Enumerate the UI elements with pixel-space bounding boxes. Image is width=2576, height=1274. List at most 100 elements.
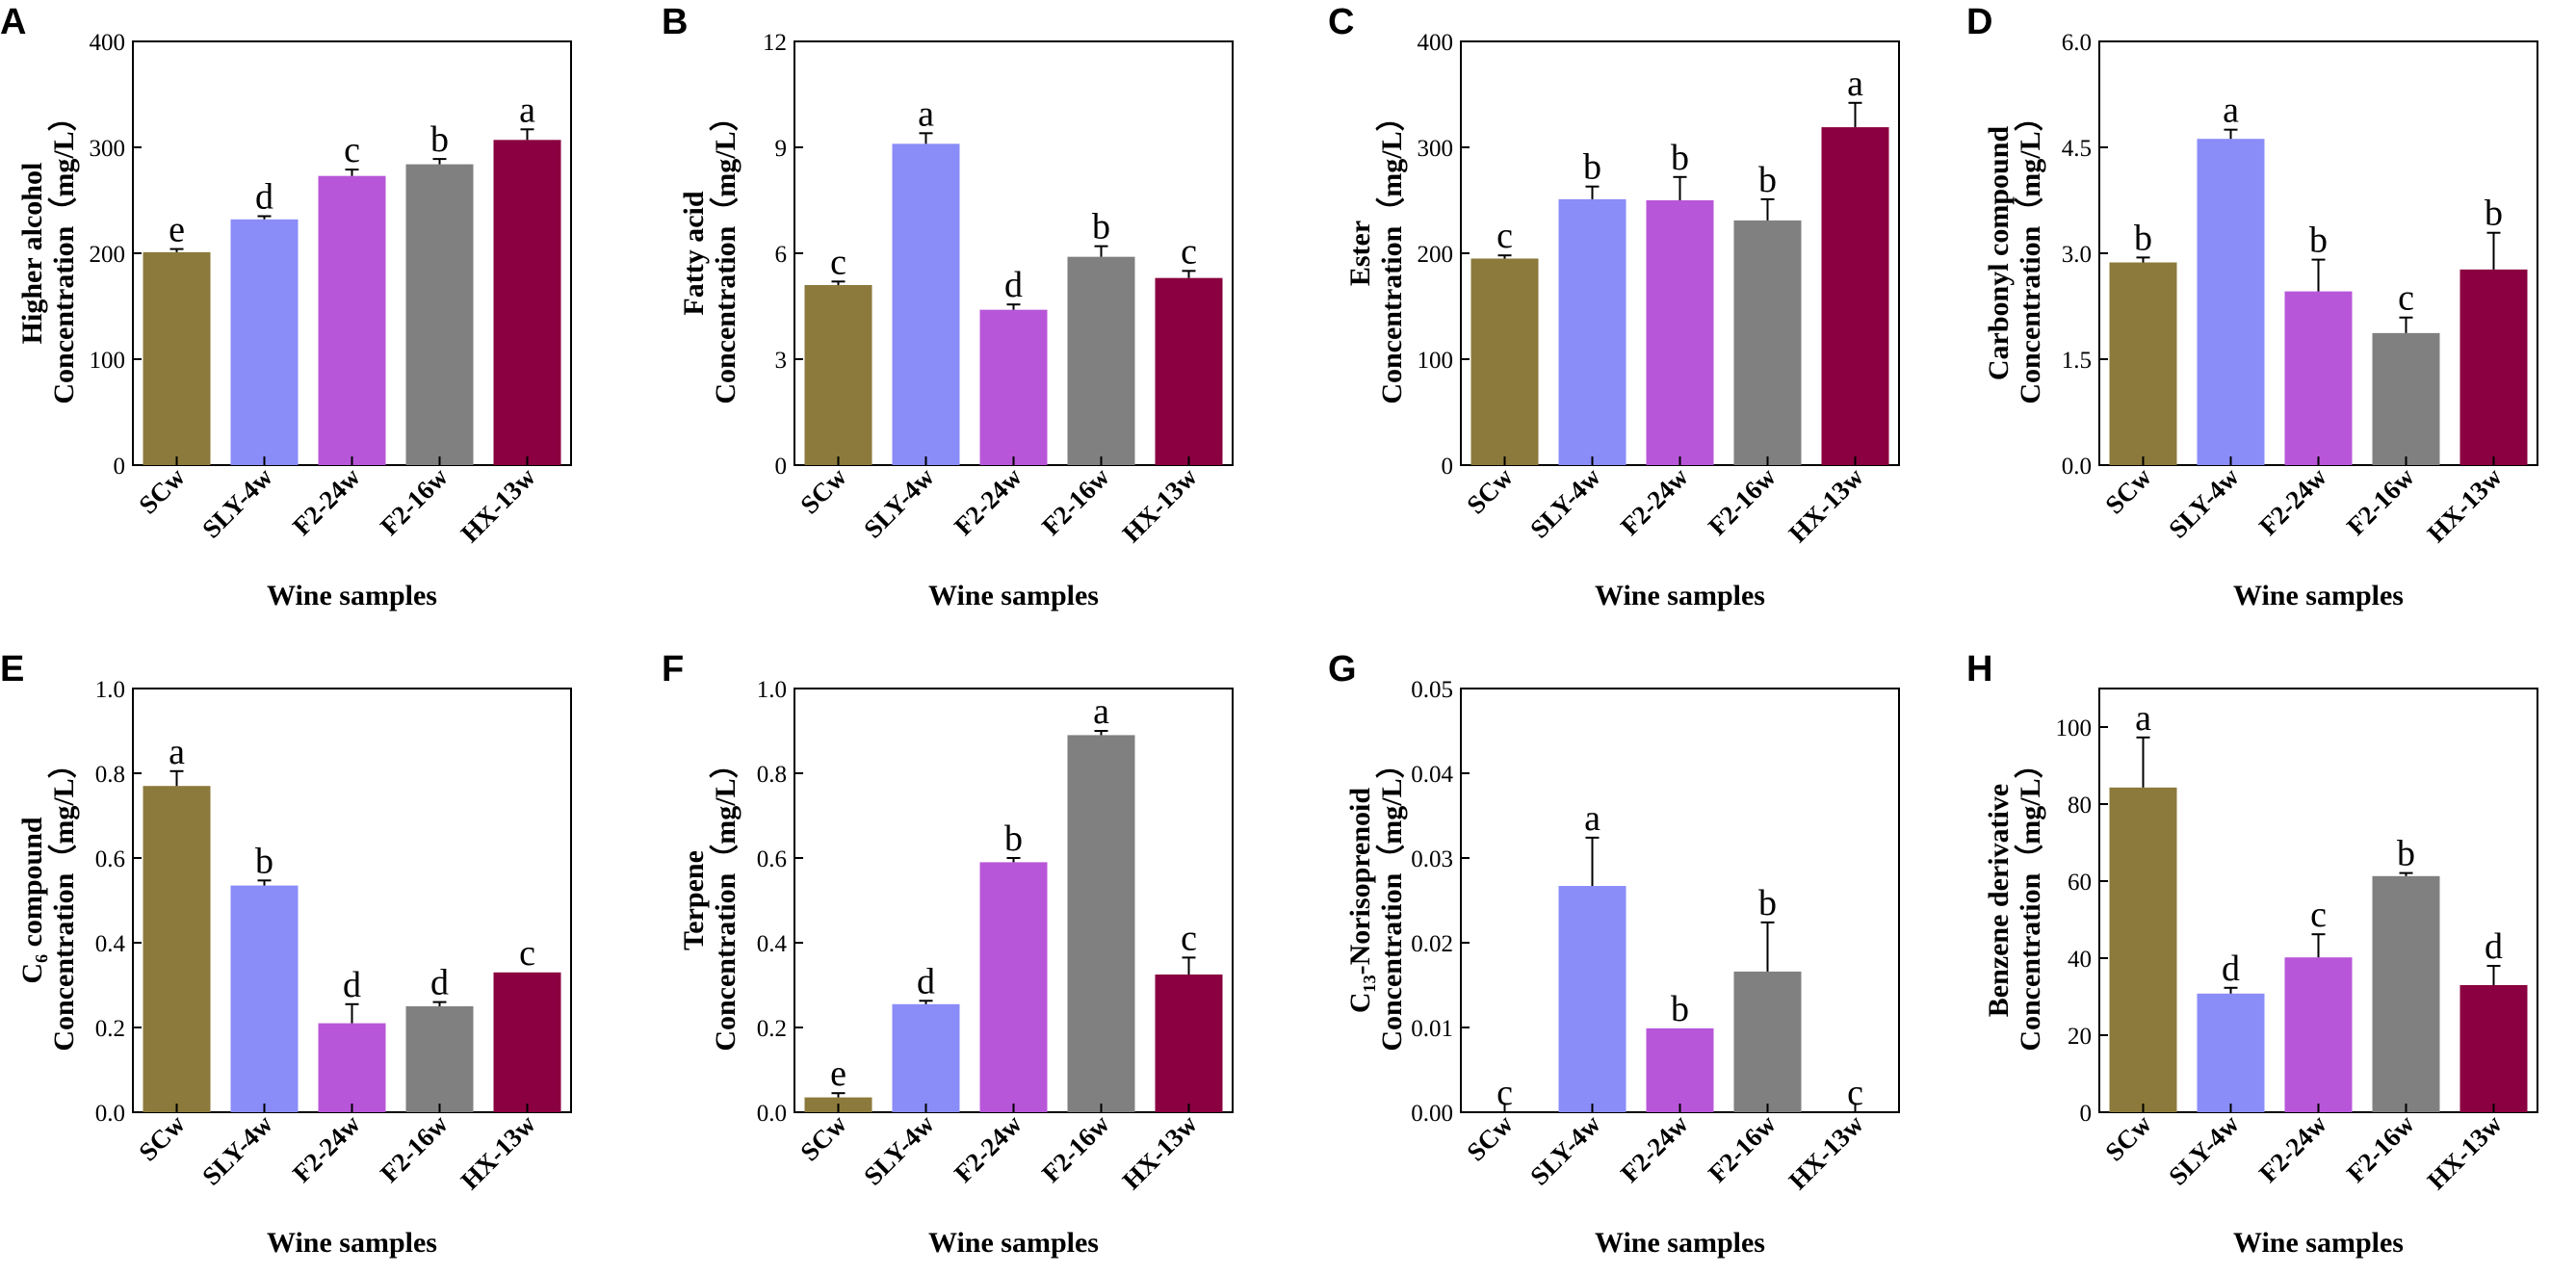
bar-F2-16w: [1067, 256, 1135, 465]
y-tick-label: 100: [2056, 715, 2093, 741]
bar-F2-16w: [405, 1006, 474, 1112]
x-axis-title: Wine samples: [1595, 580, 1765, 611]
y-tick-label: 0.0: [757, 1101, 787, 1127]
bar-SCw: [804, 285, 872, 465]
y-tick-label: 6.0: [2062, 30, 2092, 56]
significance-letter: b: [1004, 819, 1023, 859]
x-tick-label: SLY-4w: [858, 1109, 940, 1191]
bar-HX-13w: [1155, 975, 1223, 1112]
significance-letter: d: [343, 965, 361, 1005]
significance-letter: b: [2485, 194, 2503, 234]
significance-letter: c: [1496, 1073, 1513, 1113]
x-tick-label: SLY-4w: [2163, 462, 2245, 544]
x-tick-label: HX-13w: [2422, 462, 2508, 548]
x-tick-label: HX-13w: [455, 1109, 541, 1195]
x-tick-label: F2-16w: [2341, 462, 2420, 541]
significance-letter: b: [1758, 883, 1777, 923]
significance-letter: e: [169, 210, 185, 250]
y-tick-label: 0: [775, 454, 788, 480]
x-tick-label: HX-13w: [1783, 1109, 1869, 1195]
y-axis-title-units: Concentration（mg/L）: [709, 102, 742, 403]
x-tick-label: SCw: [2099, 1109, 2157, 1167]
chart-panel-E: E 0.0 0.2 0.4 0.6 0.8 1.0 C₆ compound Concentrat…: [0, 649, 572, 1259]
y-axis-title-units: Concentration（mg/L）: [2014, 749, 2046, 1051]
bar-SLY-4w: [2197, 139, 2265, 465]
chart-panel-H: H 0 20 40 60 80 100 Benzene derivative Concentra…: [1966, 649, 2538, 1259]
bar-SLY-4w: [892, 143, 960, 466]
y-tick-label: 100: [1418, 348, 1454, 374]
y-axis-title: Fatty acid: [678, 191, 710, 315]
y-tick-label: 0: [1442, 454, 1454, 480]
x-tick-label: HX-13w: [455, 462, 541, 548]
bar-SLY-4w: [892, 1003, 960, 1112]
panel-letter: A: [0, 2, 26, 42]
y-tick-label: 3.0: [2062, 242, 2092, 268]
bar-SLY-4w: [1558, 886, 1626, 1112]
y-tick-label: 200: [1418, 242, 1454, 268]
y-tick-label: 0.0: [95, 1101, 125, 1127]
significance-letter: c: [2398, 278, 2414, 319]
y-tick-label: 0.05: [1411, 677, 1453, 703]
y-axis-title: Ester: [1344, 221, 1376, 286]
significance-letter: a: [2135, 698, 2151, 739]
x-tick-label: F2-24w: [949, 1109, 1028, 1188]
y-tick-label: 0.8: [757, 762, 787, 788]
x-tick-label: F2-16w: [1036, 462, 1115, 541]
significance-letter: b: [1583, 147, 1601, 188]
y-tick-label: 300: [1418, 136, 1454, 162]
bar-HX-13w: [1821, 127, 1889, 465]
significance-letter: a: [1847, 64, 1863, 104]
significance-letter: b: [2134, 218, 2152, 258]
y-tick-label: 0.03: [1411, 846, 1453, 872]
bar-HX-13w: [493, 140, 561, 466]
y-tick-label: 6: [775, 242, 788, 268]
panel-letter: F: [662, 649, 684, 689]
chart-panel-A: A 0 100 200 300 400 Higher alcohol Concentratio…: [0, 2, 572, 611]
bar-HX-13w: [493, 972, 561, 1112]
x-tick-label: HX-13w: [2422, 1109, 2508, 1195]
significance-letter: d: [1004, 265, 1023, 305]
y-tick-label: 0.0: [2062, 454, 2092, 480]
bar-SCw: [1470, 258, 1539, 465]
y-axis-title: Benzene derivative: [1983, 784, 2015, 1017]
x-tick-label: SLY-4w: [196, 462, 278, 544]
y-tick-label: 0.02: [1411, 931, 1453, 957]
x-tick-label: HX-13w: [1783, 462, 1869, 548]
y-axis-title: Carbonyl compound: [1983, 126, 2015, 381]
bar-HX-13w: [2459, 269, 2528, 465]
bar-F2-16w: [405, 164, 474, 465]
x-tick-label: F2-24w: [287, 462, 366, 541]
chart-panel-F: F 0.0 0.2 0.4 0.6 0.8 1.0 Terpene Concentration（…: [662, 649, 1234, 1259]
y-axis-title-units: Concentration（mg/L）: [47, 102, 80, 403]
panel-letter: G: [1328, 649, 1357, 689]
y-axis-title: Higher alcohol: [16, 163, 48, 345]
y-tick-label: 1.0: [95, 677, 125, 703]
panel-letter: E: [0, 649, 24, 689]
y-tick-label: 60: [2068, 870, 2092, 896]
panel-letter: B: [662, 2, 688, 42]
y-tick-label: 0.6: [95, 846, 125, 872]
x-tick-label: F2-16w: [375, 462, 454, 541]
y-tick-label: 0.8: [95, 762, 125, 788]
significance-letter: b: [1671, 138, 1689, 178]
y-tick-label: 80: [2068, 793, 2092, 819]
x-axis-title: Wine samples: [928, 1227, 1099, 1259]
bar-F2-24w: [2284, 957, 2353, 1112]
y-tick-label: 1.5: [2062, 348, 2092, 374]
y-tick-label: 40: [2068, 947, 2092, 973]
bar-HX-13w: [2459, 985, 2528, 1112]
y-axis-title-units: Concentration（mg/L）: [1375, 749, 1408, 1051]
y-tick-label: 20: [2068, 1024, 2092, 1050]
y-tick-label: 9: [775, 136, 788, 162]
significance-letter: d: [2222, 949, 2240, 989]
y-tick-label: 300: [90, 136, 126, 162]
significance-letter: c: [2310, 895, 2327, 935]
bar-F2-24w: [318, 1023, 386, 1112]
x-tick-label: F2-24w: [1615, 462, 1694, 541]
bar-F2-24w: [1646, 1027, 1714, 1112]
y-axis-title-units: Concentration（mg/L）: [2014, 102, 2046, 403]
significance-letter: c: [519, 933, 535, 974]
significance-letter: b: [1092, 207, 1110, 247]
x-tick-label: F2-16w: [1036, 1109, 1115, 1188]
significance-letter: d: [255, 177, 273, 218]
